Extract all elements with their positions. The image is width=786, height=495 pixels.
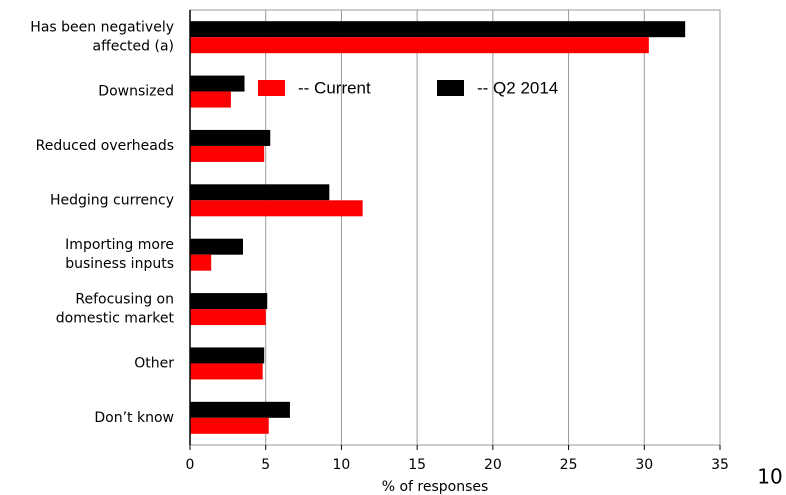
x-tick-label: 5 <box>261 457 270 473</box>
bar <box>190 417 269 434</box>
y-tick-label: Other <box>134 355 174 371</box>
y-tick-label: Reduced overheads <box>36 138 174 154</box>
y-tick-label: Refocusing on domestic market <box>56 292 175 327</box>
legend-label: -- Current <box>298 78 371 97</box>
y-tick-label: Importing more business inputs <box>65 237 174 272</box>
bar <box>190 91 231 108</box>
bar <box>190 309 266 326</box>
bar <box>190 184 330 201</box>
x-tick-label: 10 <box>333 457 351 473</box>
x-tick-label: 35 <box>711 457 729 473</box>
bar <box>190 254 212 271</box>
legend-label: -- Q2 2014 <box>477 78 558 97</box>
bar <box>190 363 263 380</box>
bar <box>190 200 363 217</box>
bar <box>190 238 243 255</box>
bar <box>190 293 268 310</box>
x-tick-label: 0 <box>186 457 195 473</box>
bar <box>190 145 265 162</box>
y-tick-label: Don’t know <box>94 410 174 426</box>
y-tick-label: Hedging currency <box>50 192 174 208</box>
y-tick-label: Downsized <box>98 84 174 100</box>
bar <box>190 401 290 418</box>
bar <box>190 37 649 54</box>
plot-frame <box>189 9 721 446</box>
legend-swatch <box>437 80 464 96</box>
bar <box>190 129 271 146</box>
x-tick-label: 20 <box>484 457 502 473</box>
y-tick-label: Has been negatively affected (a) <box>30 20 174 55</box>
bar <box>190 75 245 92</box>
bar <box>190 347 265 364</box>
x-axis-title: % of responses <box>382 479 489 495</box>
bar <box>190 21 686 38</box>
x-tick-label: 25 <box>560 457 578 473</box>
legend-swatch <box>258 80 285 96</box>
page-number: 10 <box>757 465 782 489</box>
x-tick-label: 30 <box>635 457 653 473</box>
x-tick-label: 15 <box>408 457 426 473</box>
